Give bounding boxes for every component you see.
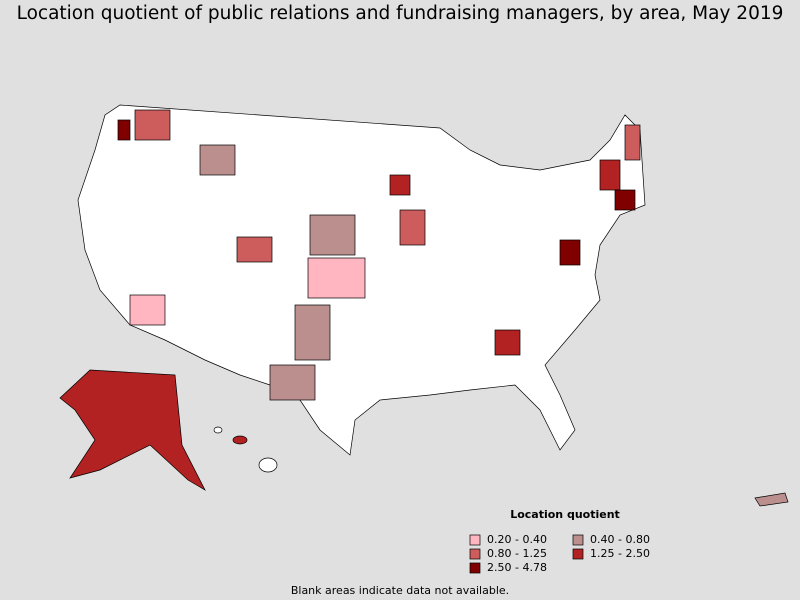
- area: [307, 257, 366, 299]
- legend: 0.20 - 0.40 0.40 - 0.80 0.80 - 1.25 1.25 - …: [469, 533, 650, 574]
- area: [494, 329, 521, 356]
- hawaii: [232, 435, 248, 445]
- legend-label: 2.50 - 4.78: [487, 561, 547, 574]
- alaska: [59, 369, 206, 491]
- area: [389, 174, 411, 196]
- area: [129, 294, 166, 326]
- area: [614, 189, 636, 211]
- area: [269, 364, 316, 401]
- area: [624, 124, 641, 161]
- legend-label: 0.80 - 1.25: [487, 547, 547, 560]
- area: [599, 159, 621, 191]
- puerto-rico: [754, 492, 789, 507]
- map: [59, 104, 789, 507]
- legend-swatch: [469, 562, 481, 574]
- legend-swatch: [469, 548, 481, 560]
- legend-label: 0.20 - 0.40: [487, 533, 547, 546]
- hawaii: [258, 457, 278, 473]
- area: [236, 236, 273, 263]
- area: [199, 144, 236, 176]
- map-title: Location quotient of public relations an…: [17, 3, 784, 24]
- hawaii: [213, 426, 223, 434]
- area: [134, 109, 171, 141]
- area: [117, 119, 131, 141]
- legend-label: 0.40 - 0.80: [590, 533, 650, 546]
- area: [309, 214, 356, 256]
- legend-swatch: [572, 548, 584, 560]
- area: [294, 304, 331, 361]
- legend-title: Location quotient: [510, 508, 620, 521]
- legend-swatch: [469, 534, 481, 546]
- footnote: Blank areas indicate data not available.: [291, 584, 509, 597]
- area: [399, 209, 426, 246]
- legend-label: 1.25 - 2.50: [590, 547, 650, 560]
- legend-swatch: [572, 534, 584, 546]
- area: [559, 239, 581, 266]
